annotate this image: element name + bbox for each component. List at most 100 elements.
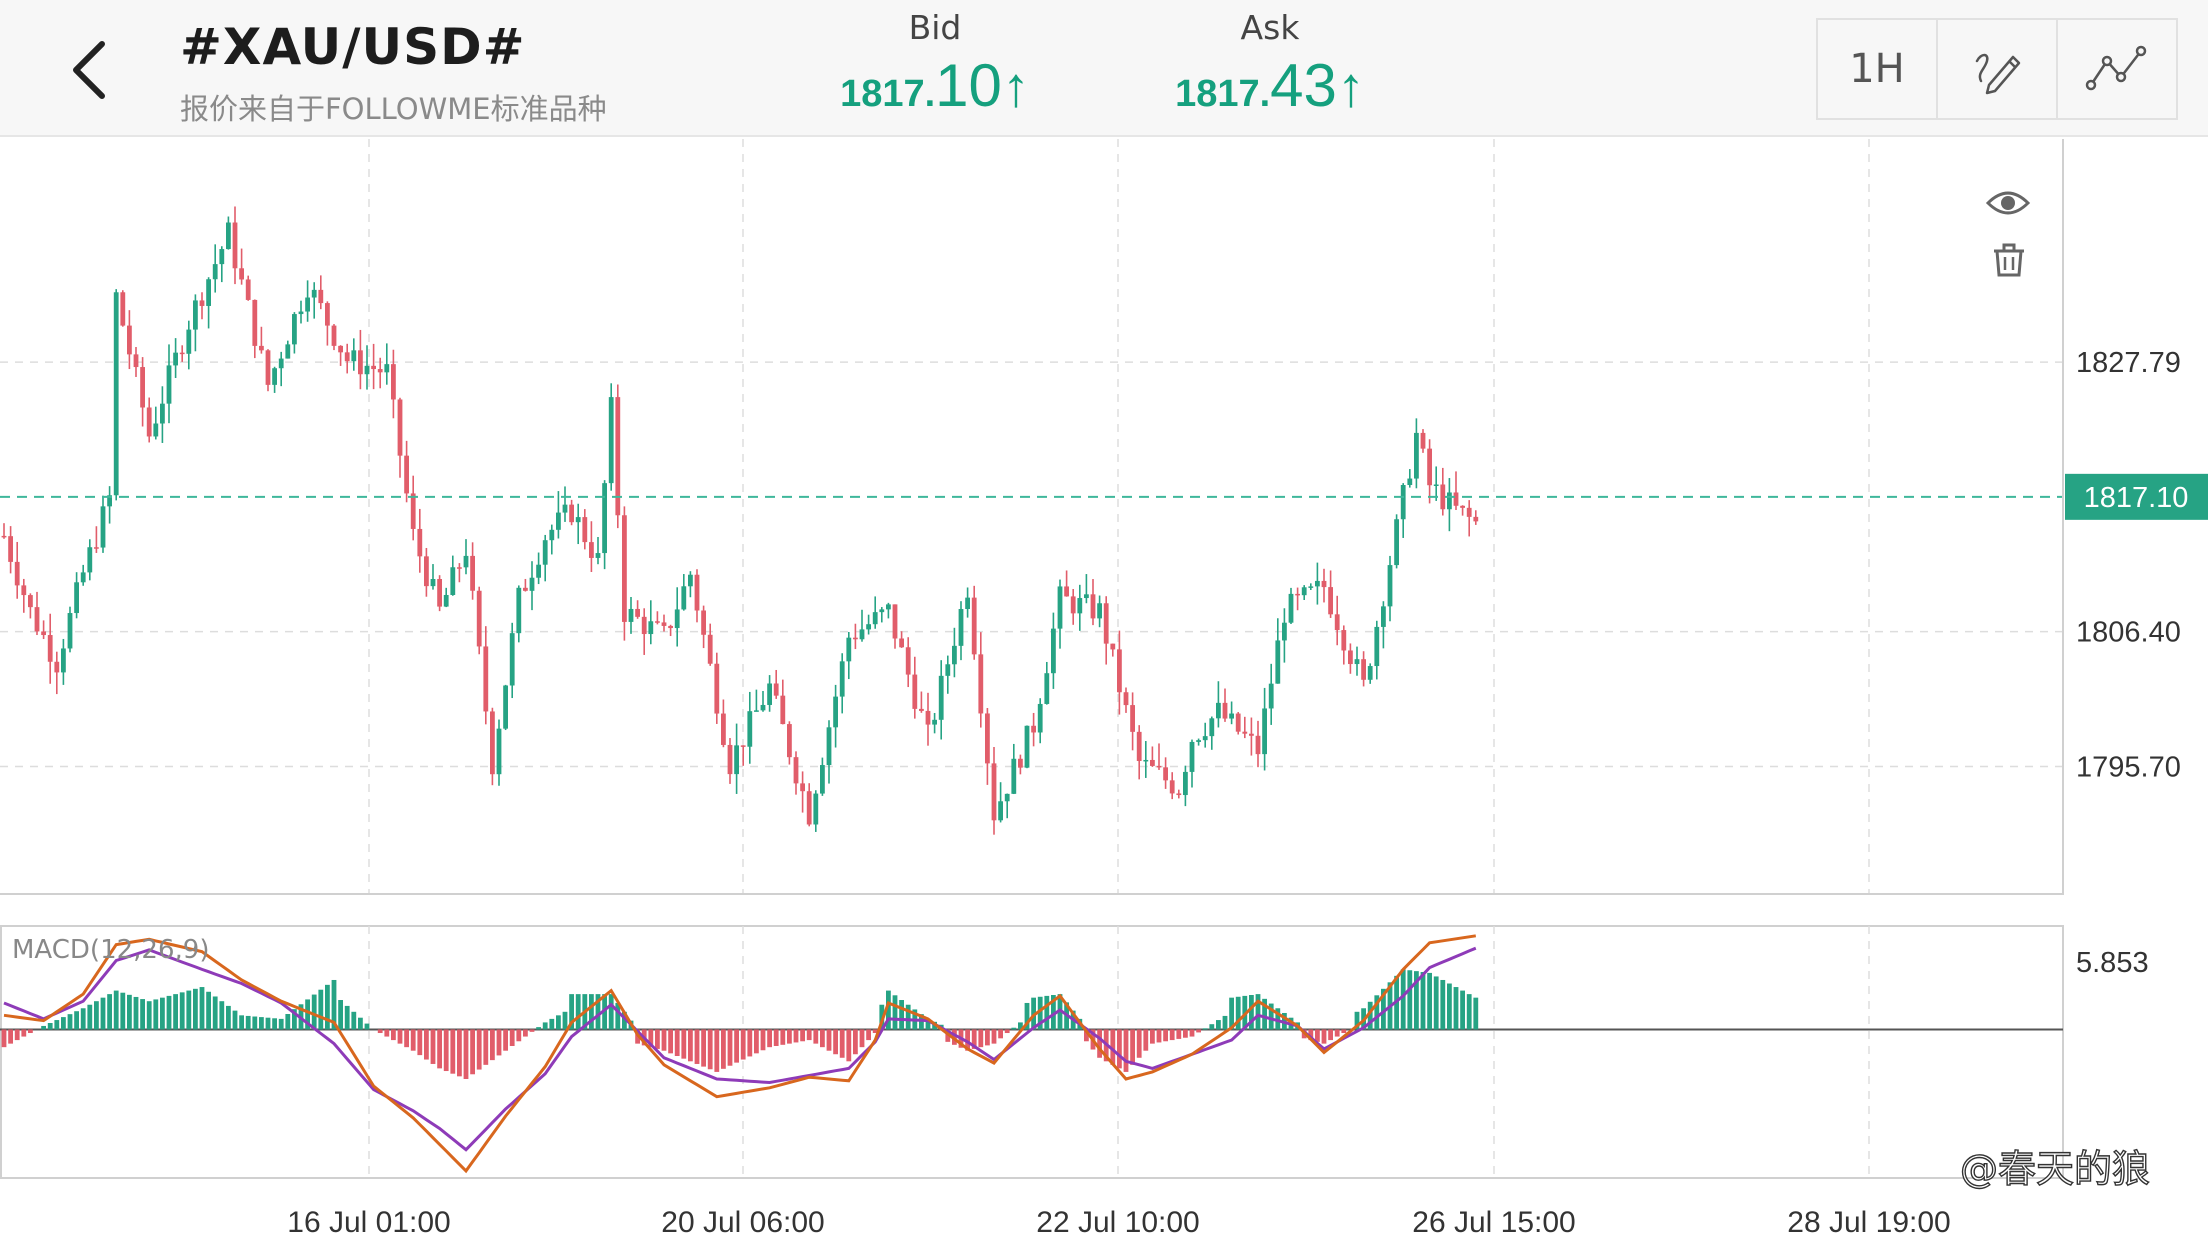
candle-body — [1367, 666, 1373, 680]
candle-body — [674, 609, 680, 629]
histogram-bar — [694, 1029, 700, 1064]
candle-body — [1275, 640, 1281, 684]
candle-body — [199, 300, 205, 306]
candle — [991, 746, 997, 835]
candle — [1051, 612, 1056, 689]
histogram-bar — [589, 994, 594, 1030]
candle-body — [1051, 628, 1056, 674]
histogram-bar — [1407, 970, 1413, 1030]
candle — [1209, 716, 1215, 750]
bid-quote: Bid 1817.10↑ — [835, 8, 1035, 120]
candle-body — [1249, 733, 1254, 736]
indicator-button[interactable] — [2058, 20, 2176, 118]
histogram-bar — [1400, 969, 1406, 1030]
histogram-bar — [668, 1029, 673, 1054]
candle-body — [41, 631, 46, 636]
histogram-bar — [278, 1018, 284, 1030]
histogram-bar — [1176, 1029, 1182, 1039]
candle — [707, 623, 713, 666]
candle-body — [127, 325, 132, 355]
candle — [1328, 570, 1333, 618]
histogram-bar — [872, 1029, 878, 1034]
candle — [54, 651, 60, 695]
candle — [820, 757, 825, 796]
histogram-bar — [549, 1018, 555, 1030]
candle — [800, 771, 805, 813]
candle — [1031, 712, 1036, 747]
draw-tool-button[interactable] — [1938, 20, 2058, 118]
histogram-bar — [998, 1029, 1003, 1039]
trash-icon[interactable] — [1994, 243, 2024, 277]
candle — [899, 631, 904, 648]
macd-chart[interactable]: MACD(12,26,9) 5.853 16 Jul 01:00 20 Jul 0… — [0, 895, 2208, 1242]
candle-body — [1077, 598, 1083, 614]
candle — [245, 275, 251, 301]
histogram-bar — [1123, 1029, 1129, 1072]
candle-body — [160, 403, 165, 424]
candle — [173, 338, 178, 378]
histogram-bar — [1183, 1029, 1188, 1038]
histogram-bar — [133, 996, 139, 1030]
histogram-bar — [338, 1000, 343, 1030]
candle — [21, 578, 27, 613]
histogram-bar — [476, 1029, 482, 1070]
candle-body — [226, 222, 231, 250]
candle — [1374, 620, 1380, 680]
candle-body — [21, 585, 27, 596]
candle — [179, 345, 185, 362]
candle — [1447, 478, 1452, 532]
eye-icon[interactable] — [1985, 191, 2031, 215]
candle — [87, 539, 93, 581]
candle-body — [859, 629, 865, 640]
histogram-bar — [1216, 1020, 1221, 1030]
candle-body — [899, 638, 904, 648]
candle — [160, 386, 165, 443]
candle — [925, 692, 931, 746]
candle-body — [437, 579, 442, 607]
candle-body — [67, 613, 73, 649]
candle-body — [529, 577, 535, 591]
histogram-bar — [1447, 983, 1452, 1030]
quote-source-label: 报价来自于FOLLOWME标准品种 — [180, 92, 607, 126]
candle-body — [971, 597, 977, 655]
candle — [252, 299, 258, 359]
candle-body — [298, 311, 304, 315]
candle-body — [516, 587, 522, 634]
candle — [1460, 505, 1465, 516]
histogram-bar — [325, 984, 330, 1030]
candle — [259, 326, 264, 354]
candle-body — [74, 582, 79, 614]
candle — [94, 526, 99, 553]
candle — [166, 344, 172, 424]
candle — [589, 521, 594, 572]
histogram-bar — [28, 1029, 33, 1034]
timeframe-button[interactable]: 1H — [1818, 20, 1938, 118]
candle-body — [1321, 580, 1327, 588]
candle — [516, 585, 522, 643]
histogram-bar — [853, 1029, 858, 1055]
candle-body — [1427, 448, 1432, 486]
candle-body — [34, 607, 40, 632]
back-button[interactable] — [52, 30, 132, 110]
candle — [892, 604, 898, 649]
histogram-bar — [1222, 1015, 1228, 1030]
candle — [833, 684, 838, 748]
candle — [952, 627, 957, 678]
candle-body — [1255, 735, 1261, 755]
candle-body — [1097, 603, 1102, 619]
histogram-bar — [846, 1029, 852, 1062]
candlestick-chart[interactable]: 1827.79 1806.40 1795.70 1817.10 — [0, 139, 2208, 895]
candle — [199, 292, 205, 320]
candle — [958, 601, 964, 661]
candle-body — [694, 574, 700, 611]
histogram-bar — [239, 1015, 244, 1030]
chart-toolbar: 1H — [1816, 18, 2178, 120]
candle — [430, 564, 436, 590]
ask-label: Ask — [1240, 8, 1300, 47]
histogram-bar — [311, 994, 317, 1030]
current-price-tag: 1817.10 — [2065, 473, 2208, 520]
histogram-bar — [575, 994, 581, 1030]
candle-body — [1117, 649, 1122, 693]
candle-body — [641, 616, 647, 635]
histogram-bar — [1163, 1029, 1168, 1042]
